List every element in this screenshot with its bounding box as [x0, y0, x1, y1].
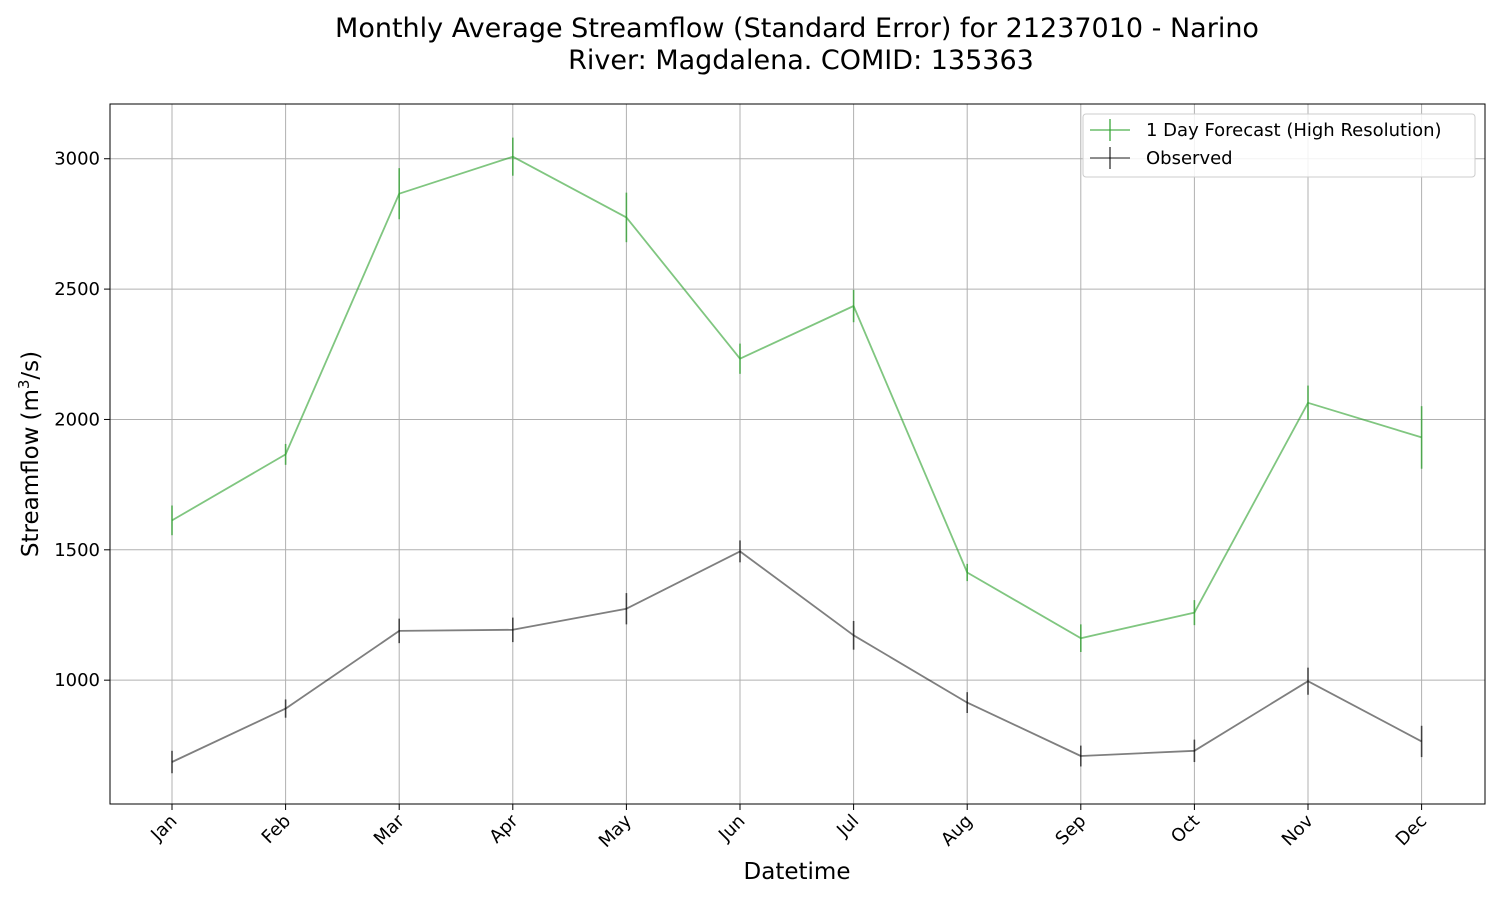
x-axis-label: Datetime	[744, 859, 851, 885]
y-tick-label: 3000	[54, 149, 100, 170]
y-axis-label-unit-base: m	[18, 389, 44, 411]
axis-ticks: Jan Feb Mar Apr May Jun Jul Aug Sep Oct Nov Dec 1000…	[54, 149, 1431, 852]
series-observed	[171, 540, 1423, 774]
series-line	[171, 155, 1422, 640]
y-tick-label: 2000	[54, 409, 100, 430]
x-tick-label: Nov	[1278, 810, 1318, 850]
series-forecast	[171, 137, 1423, 653]
x-tick-label: Jan	[146, 811, 181, 846]
y-axis-label: Streamflow(m3/s)	[15, 351, 44, 557]
x-tick-label: Aug	[937, 811, 977, 851]
legend-label-forecast: 1 Day Forecast (High Resolution)	[1146, 120, 1442, 141]
y-axis-label-quantity: Streamflow	[18, 427, 44, 558]
x-tick-label: Feb	[258, 811, 295, 848]
legend: 1 Day Forecast (High Resolution) Observe…	[1082, 113, 1476, 178]
chart-title-line-2: River: Magdalena. COMID: 135363	[568, 45, 1034, 76]
chart-title-line-1: Monthly Average Streamflow (Standard Err…	[335, 13, 1259, 44]
x-tick-label: Jul	[832, 811, 863, 842]
x-tick-label: Mar	[370, 810, 409, 849]
series-layer	[171, 137, 1423, 774]
x-tick-label: Jun	[714, 811, 749, 846]
legend-box	[1082, 113, 1476, 178]
x-tick-label: Apr	[485, 810, 522, 847]
series-line	[171, 550, 1423, 763]
grid-lines	[110, 104, 1485, 804]
y-tick-label: 1000	[54, 670, 100, 691]
x-tick-label: Dec	[1392, 811, 1431, 850]
plot-frame	[109, 103, 1486, 805]
x-tick-label: Oct	[1167, 811, 1204, 848]
legend-label-observed: Observed	[1146, 148, 1233, 169]
y-axis-label-unit-tail: /s	[18, 360, 44, 380]
chart-title: Monthly Average Streamflow (Standard Err…	[335, 13, 1259, 76]
y-tick-label: 2500	[54, 279, 100, 300]
y-axis-label-unit-exponent: 3	[15, 380, 33, 390]
x-tick-label: Sep	[1051, 811, 1090, 850]
x-tick-label: May	[595, 810, 636, 851]
y-tick-label: 1500	[54, 540, 100, 561]
